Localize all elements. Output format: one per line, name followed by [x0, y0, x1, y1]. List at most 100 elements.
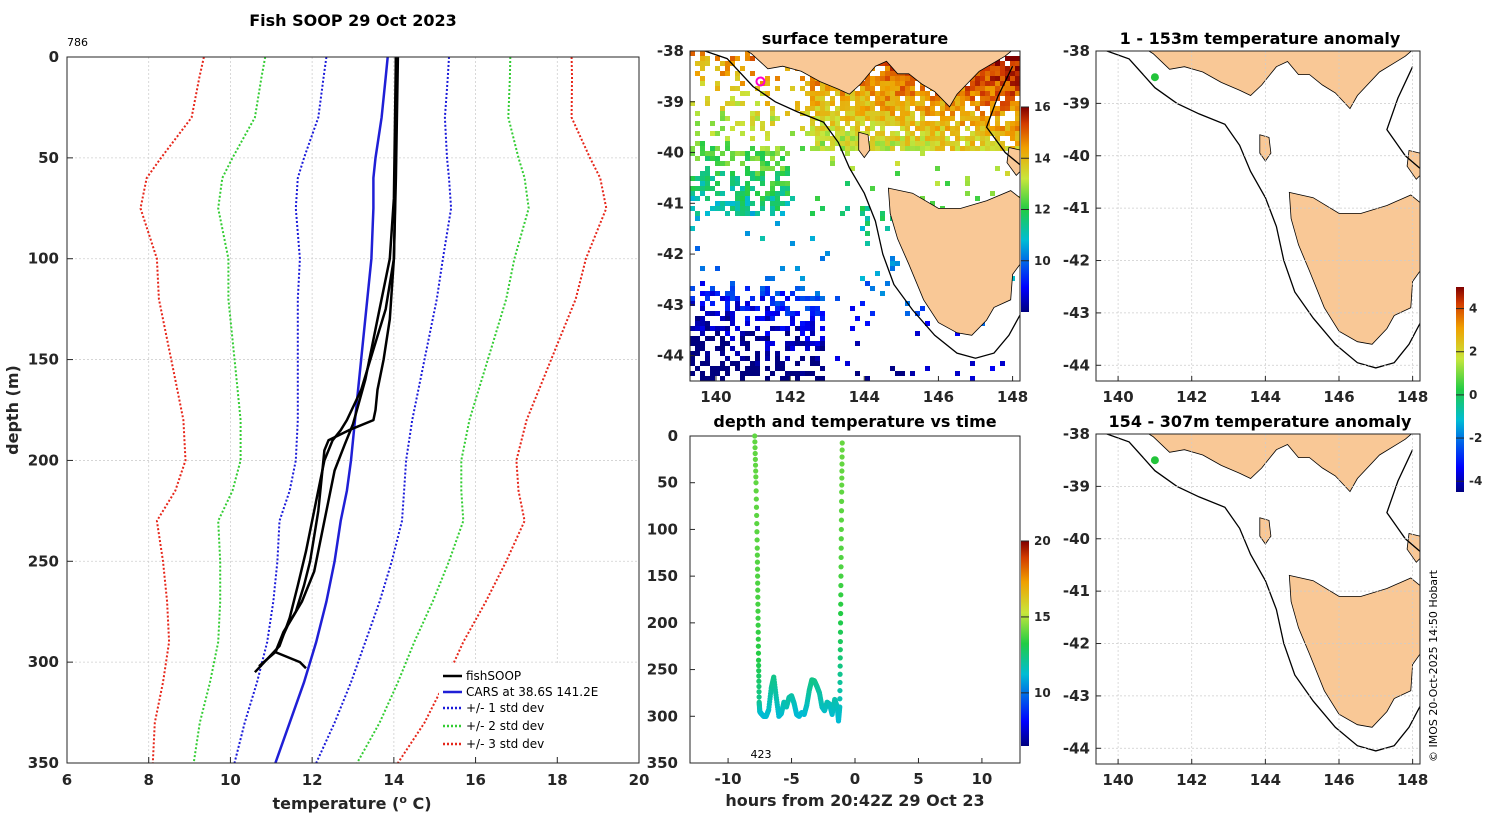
- mainland-shape: [1148, 434, 1413, 493]
- sst-cell: [780, 326, 785, 331]
- sst-cell: [810, 81, 815, 86]
- sst-cell: [980, 96, 985, 101]
- sst-cell: [960, 146, 965, 151]
- timeseries-point: [756, 673, 762, 679]
- sst-cell: [705, 176, 710, 181]
- timeseries-colorbar-ticks: 10 15 20: [1021, 534, 1051, 700]
- sst-cell: [1015, 136, 1020, 141]
- sst-cell: [965, 146, 970, 151]
- timeseries-ytick-label: 150: [647, 567, 678, 585]
- sst-cell: [845, 141, 850, 146]
- sst-cell: [850, 126, 855, 131]
- sst-cell: [875, 121, 880, 126]
- sst-cell: [690, 226, 695, 231]
- sst-cell: [740, 376, 745, 381]
- sst-cell: [855, 106, 860, 111]
- sst-cell: [820, 376, 825, 381]
- colorbar-tick-label: 10: [1034, 254, 1051, 268]
- sst-cell: [725, 316, 730, 321]
- sst-cell: [860, 81, 865, 86]
- profile-xtick-label: 18: [547, 771, 568, 789]
- sst-cell: [890, 91, 895, 96]
- sst-cell: [910, 141, 915, 146]
- sst-cell: [985, 116, 990, 121]
- sst-cell: [1015, 116, 1020, 121]
- sst-cell: [1000, 361, 1005, 366]
- sst-cell: [895, 96, 900, 101]
- cars-mean-line: [274, 56, 389, 764]
- sst-cell: [790, 341, 795, 346]
- sst-cell: [850, 91, 855, 96]
- sst-cell: [920, 86, 925, 91]
- profile-ytick-label: 150: [28, 351, 59, 369]
- sst-cell: [905, 136, 910, 141]
- sst-cell: [930, 141, 935, 146]
- std2-plus-line: [356, 56, 530, 764]
- sst-cell: [915, 141, 920, 146]
- sst-cell: [800, 321, 805, 326]
- sst-cell: [860, 121, 865, 126]
- timeseries-point: [754, 520, 760, 527]
- sst-cell: [715, 206, 720, 211]
- sst-cell: [980, 141, 985, 146]
- sst-cell: [965, 141, 970, 146]
- sst-cell: [780, 181, 785, 186]
- map-xtick-label: 148: [1397, 388, 1428, 406]
- sst-cell: [820, 101, 825, 106]
- sst-cell: [970, 136, 975, 141]
- sst-cell: [820, 96, 825, 101]
- sst-cell: [705, 96, 710, 101]
- sst-cell: [1010, 126, 1015, 131]
- timeseries-colorbar: [1021, 541, 1029, 746]
- timeseries-point: [839, 447, 845, 453]
- sst-cell: [725, 301, 730, 306]
- sst-cell: [720, 111, 725, 116]
- sst-cell: [910, 96, 915, 101]
- sst-cell: [975, 121, 980, 126]
- sst-cell: [840, 116, 845, 121]
- tasmania-shape: [1288, 574, 1420, 728]
- sst-cell: [985, 131, 990, 136]
- sst-cell: [810, 296, 815, 301]
- sst-cell: [1000, 91, 1005, 96]
- sst-cell: [810, 86, 815, 91]
- sst-cell: [765, 166, 770, 171]
- sst-cell: [900, 91, 905, 96]
- sst-cell: [765, 146, 770, 151]
- sst-cell: [695, 111, 700, 116]
- sst-cell: [990, 91, 995, 96]
- sst-cell: [900, 106, 905, 111]
- sst-cell: [955, 331, 960, 336]
- timeseries-point: [756, 678, 762, 684]
- sst-cell: [735, 101, 740, 106]
- sst-cell: [705, 296, 710, 301]
- sst-cell: [865, 206, 870, 211]
- sst-cell: [810, 371, 815, 376]
- sst-cell: [945, 116, 950, 121]
- sst-cell: [935, 166, 940, 171]
- sst-cell: [815, 296, 820, 301]
- sst-cell: [705, 291, 710, 296]
- sst-cell: [885, 281, 890, 286]
- sst-cell: [970, 131, 975, 136]
- sst-cell: [740, 331, 745, 336]
- timeseries-point: [837, 696, 843, 702]
- sst-cell: [840, 96, 845, 101]
- sst-cell: [740, 151, 745, 156]
- map-xtick-label: 148: [1397, 771, 1428, 789]
- sst-cell: [795, 376, 800, 381]
- sst-cell: [750, 156, 755, 161]
- sst-cell: [705, 326, 710, 331]
- sst-cell: [960, 116, 965, 121]
- sst-cell: [695, 176, 700, 181]
- sst-cell: [815, 146, 820, 151]
- sst-cell: [880, 71, 885, 76]
- anomaly1-panel: 1 - 153m temperature anomaly 140 142 144 14…: [1063, 29, 1482, 492]
- sst-cell: [810, 96, 815, 101]
- sst-cell: [820, 146, 825, 151]
- sst-cell: [920, 136, 925, 141]
- sst-cell: [845, 146, 850, 151]
- sst-cell: [1010, 76, 1015, 81]
- sst-cell: [710, 151, 715, 156]
- sst-cell: [830, 116, 835, 121]
